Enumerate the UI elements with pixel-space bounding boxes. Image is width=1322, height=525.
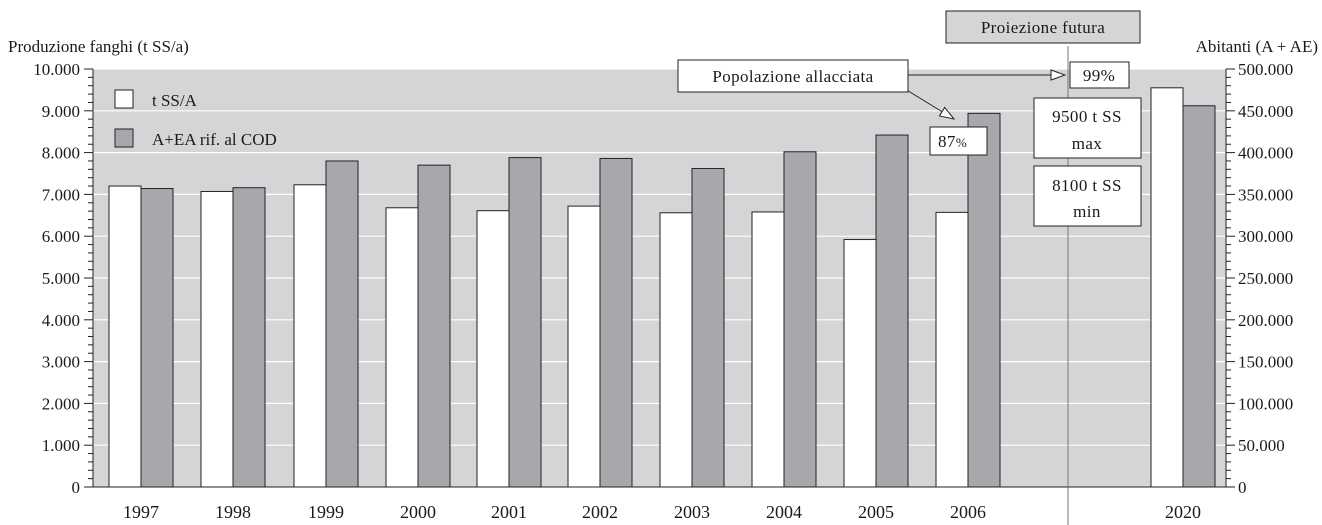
left-tick-label: 3.000 (42, 353, 80, 372)
min-box-line1: 8100 t SS (1052, 176, 1122, 195)
bar-t-ss-a (200, 190, 234, 488)
bar-t-ss-a (751, 211, 785, 488)
x-tick-label: 2000 (400, 502, 436, 522)
projection-label-box (945, 10, 1141, 44)
max-box-line2: max (1072, 134, 1103, 153)
legend-swatch-a-ea (114, 128, 134, 148)
left-tick-label: 2.000 (42, 394, 80, 413)
bar-a-ea-cod (140, 188, 174, 488)
bar-a-ea-cod (1182, 105, 1216, 488)
x-tick-label: 2004 (766, 502, 802, 522)
bar-a-ea-cod (508, 157, 542, 488)
x-tick-label: 2003 (674, 502, 710, 522)
x-tick-label: 2002 (582, 502, 618, 522)
right-tick-label: 50.000 (1238, 436, 1285, 455)
x-tick-label: 2005 (858, 502, 894, 522)
pct-2006-value: 87 (938, 132, 956, 151)
pct-2006-label: 87% (938, 132, 967, 151)
population-label-box (677, 59, 909, 93)
bar-a-ea-cod (417, 164, 451, 488)
right-tick-label: 200.000 (1238, 311, 1293, 330)
pct-2006-unit: % (956, 135, 967, 150)
bar-t-ss-a (935, 211, 969, 488)
max-box (1033, 97, 1142, 159)
right-tick-label: 450.000 (1238, 102, 1293, 121)
right-tick-label: 0 (1238, 478, 1247, 497)
left-tick-label: 10.000 (33, 60, 80, 79)
bar-t-ss-a (108, 185, 142, 488)
bar-t-ss-a (1150, 87, 1184, 488)
x-tick-label: 1997 (123, 502, 159, 522)
x-tick-label: 2006 (950, 502, 986, 522)
left-axis-title: Produzione fanghi (t SS/a) (8, 37, 189, 56)
bar-a-ea-cod (691, 167, 725, 488)
bar-a-ea-cod (783, 151, 817, 488)
left-tick-label: 9.000 (42, 102, 80, 121)
bar-t-ss-a (293, 184, 327, 488)
bar-a-ea-cod (232, 187, 266, 488)
right-tick-label: 150.000 (1238, 353, 1293, 372)
left-tick-label: 4.000 (42, 311, 80, 330)
bar-a-ea-cod (875, 134, 909, 488)
x-tick-label: 1999 (308, 502, 344, 522)
axes: 0 1.000 2.000 3.000 4.000 5.000 6.000 7.000 8.00… (33, 60, 1293, 522)
bar-a-ea-cod (325, 160, 359, 488)
legend-label-a-ea: A+EA rif. al COD (152, 130, 277, 149)
pct-2020-box (1069, 61, 1130, 89)
right-tick-label: 500.000 (1238, 60, 1293, 79)
right-tick-label: 250.000 (1238, 269, 1293, 288)
left-tick-label: 6.000 (42, 227, 80, 246)
bar-t-ss-a (843, 239, 877, 488)
bar-t-ss-a (385, 207, 419, 488)
bars (108, 87, 1216, 488)
right-tick-label: 100.000 (1238, 394, 1293, 413)
bar-t-ss-a (567, 205, 601, 488)
left-tick-label: 5.000 (42, 269, 80, 288)
bar-a-ea-cod (967, 112, 1001, 488)
left-tick-label: 7.000 (42, 185, 80, 204)
left-tick-label: 8.000 (42, 144, 80, 163)
max-box-line1: 9500 t SS (1052, 107, 1122, 126)
min-box (1033, 165, 1142, 227)
right-tick-label: 400.000 (1238, 144, 1293, 163)
legend-label-t-ss-a: t SS/A (152, 91, 198, 110)
bar-t-ss-a (659, 212, 693, 488)
right-tick-label: 350.000 (1238, 185, 1293, 204)
x-tick-label: 2020 (1165, 502, 1201, 522)
arrow-to-87 (904, 88, 954, 119)
bar-t-ss-a (476, 210, 510, 488)
population-label: Popolazione allacciata (712, 67, 873, 86)
x-tick-label: 1998 (215, 502, 251, 522)
right-tick-label: 300.000 (1238, 227, 1293, 246)
left-tick-label: 1.000 (42, 436, 80, 455)
x-tick-label: 2001 (491, 502, 527, 522)
legend-swatch-t-ss-a (114, 89, 134, 109)
projection-label: Proiezione futura (981, 18, 1105, 37)
left-tick-label: 0 (72, 478, 81, 497)
min-box-line2: min (1073, 202, 1101, 221)
bar-a-ea-cod (599, 157, 633, 488)
pct-2006-box (929, 126, 988, 156)
pct-2020-label: 99% (1083, 66, 1115, 85)
right-axis-title: Abitanti (A + AE) (1196, 37, 1318, 56)
